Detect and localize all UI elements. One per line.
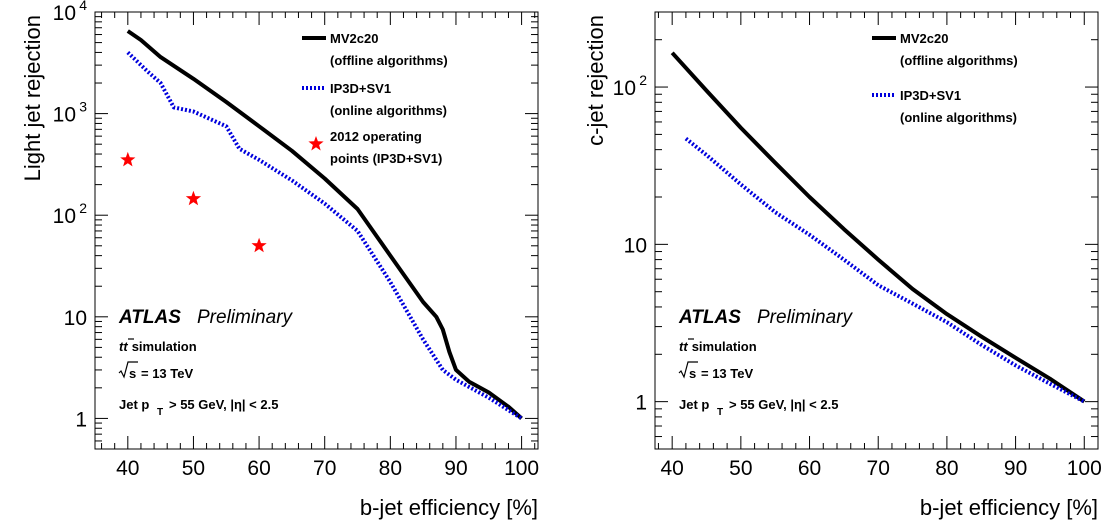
x-tick-label: 50 xyxy=(729,457,752,480)
x-tick-label: 100 xyxy=(1067,457,1102,480)
jet-cut-label: > 55 GeV, |η| < 2.5 xyxy=(169,397,278,412)
legend-label-sub: (online algorithms) xyxy=(900,110,1017,125)
series-line-mv2c20 xyxy=(126,29,523,420)
jet-cut-subscript: T xyxy=(717,407,723,418)
y-tick-exponent: 2 xyxy=(79,200,87,216)
legend-label-sub: (offline algorithms) xyxy=(330,53,448,68)
operating-point-star xyxy=(120,151,136,167)
y-tick-exponent: 2 xyxy=(639,72,647,88)
x-tick-label: 100 xyxy=(504,457,539,480)
legend-label: 2012 operating xyxy=(330,129,422,144)
legend-label: MV2c20 xyxy=(330,31,378,46)
y-tick-label: 10 xyxy=(53,104,76,127)
legend-label-sub: points (IP3D+SV1) xyxy=(330,151,442,166)
sample-text: simulation xyxy=(132,339,197,354)
jet-cut-prefix: Jet p xyxy=(119,397,149,412)
series-line-mv2c20 xyxy=(670,51,1086,404)
energy-label: = 13 TeV xyxy=(701,366,753,381)
atlas-label: ATLAS xyxy=(118,307,181,328)
legend-star-swatch xyxy=(308,136,324,151)
y-axis-label: Light jet rejection xyxy=(20,15,45,181)
x-tick-label: 40 xyxy=(660,457,683,480)
x-axis-label: b-jet efficiency [%] xyxy=(920,495,1098,520)
operating-point-star xyxy=(185,190,202,206)
y-tick-label: 10 xyxy=(613,77,636,100)
x-tick-label: 70 xyxy=(867,457,890,480)
jet-cut-label: > 55 GeV, |η| < 2.5 xyxy=(729,397,838,412)
legend-label: MV2c20 xyxy=(900,31,948,46)
series-line-ip3d-sv1 xyxy=(126,50,523,421)
y-tick-label: 10 xyxy=(64,307,87,330)
s-symbol: s xyxy=(129,366,136,381)
x-axis-label: b-jet efficiency [%] xyxy=(360,495,538,520)
y-tick-label: 10 xyxy=(624,234,647,257)
x-tick-label: 70 xyxy=(313,457,336,480)
operating-point-star xyxy=(251,237,267,253)
sample-text: simulation xyxy=(692,339,757,354)
x-tick-label: 60 xyxy=(247,457,270,480)
y-tick-label: 10 xyxy=(53,2,76,25)
legend-label-sub: (offline algorithms) xyxy=(900,53,1018,68)
x-tick-label: 50 xyxy=(182,457,205,480)
x-tick-label: 80 xyxy=(935,457,958,480)
jet-cut-prefix: Jet p xyxy=(679,397,709,412)
plot-frame xyxy=(654,11,1099,450)
sample-label: tt simulation xyxy=(119,339,197,354)
y-tick-exponent: 4 xyxy=(79,0,87,13)
atlas-label: ATLAS xyxy=(678,307,741,328)
sqrt-symbol xyxy=(118,361,138,379)
x-tick-label: 40 xyxy=(116,457,139,480)
legend-label: IP3D+SV1 xyxy=(330,81,391,96)
x-tick-label: 80 xyxy=(379,457,402,480)
preliminary-label: Preliminary xyxy=(197,307,294,328)
energy-label: = 13 TeV xyxy=(141,366,193,381)
x-tick-label: 90 xyxy=(1004,457,1027,480)
sqrt-symbol xyxy=(678,361,698,379)
x-tick-label: 60 xyxy=(798,457,821,480)
legend-label-sub: (online algorithms) xyxy=(330,103,447,118)
y-tick-label: 1 xyxy=(635,392,647,415)
y-tick-label: 10 xyxy=(53,205,76,228)
legend-label: IP3D+SV1 xyxy=(900,88,961,103)
y-tick-exponent: 3 xyxy=(79,99,87,115)
y-tick-label: 1 xyxy=(75,408,87,431)
sample-label: tt simulation xyxy=(679,339,757,354)
y-axis-label: c-jet rejection xyxy=(583,15,608,146)
jet-cut-subscript: T xyxy=(157,407,163,418)
s-symbol: s xyxy=(689,366,696,381)
series-line-ip3d-sv1 xyxy=(684,137,1086,404)
preliminary-label: Preliminary xyxy=(757,307,854,328)
x-tick-label: 90 xyxy=(444,457,467,480)
